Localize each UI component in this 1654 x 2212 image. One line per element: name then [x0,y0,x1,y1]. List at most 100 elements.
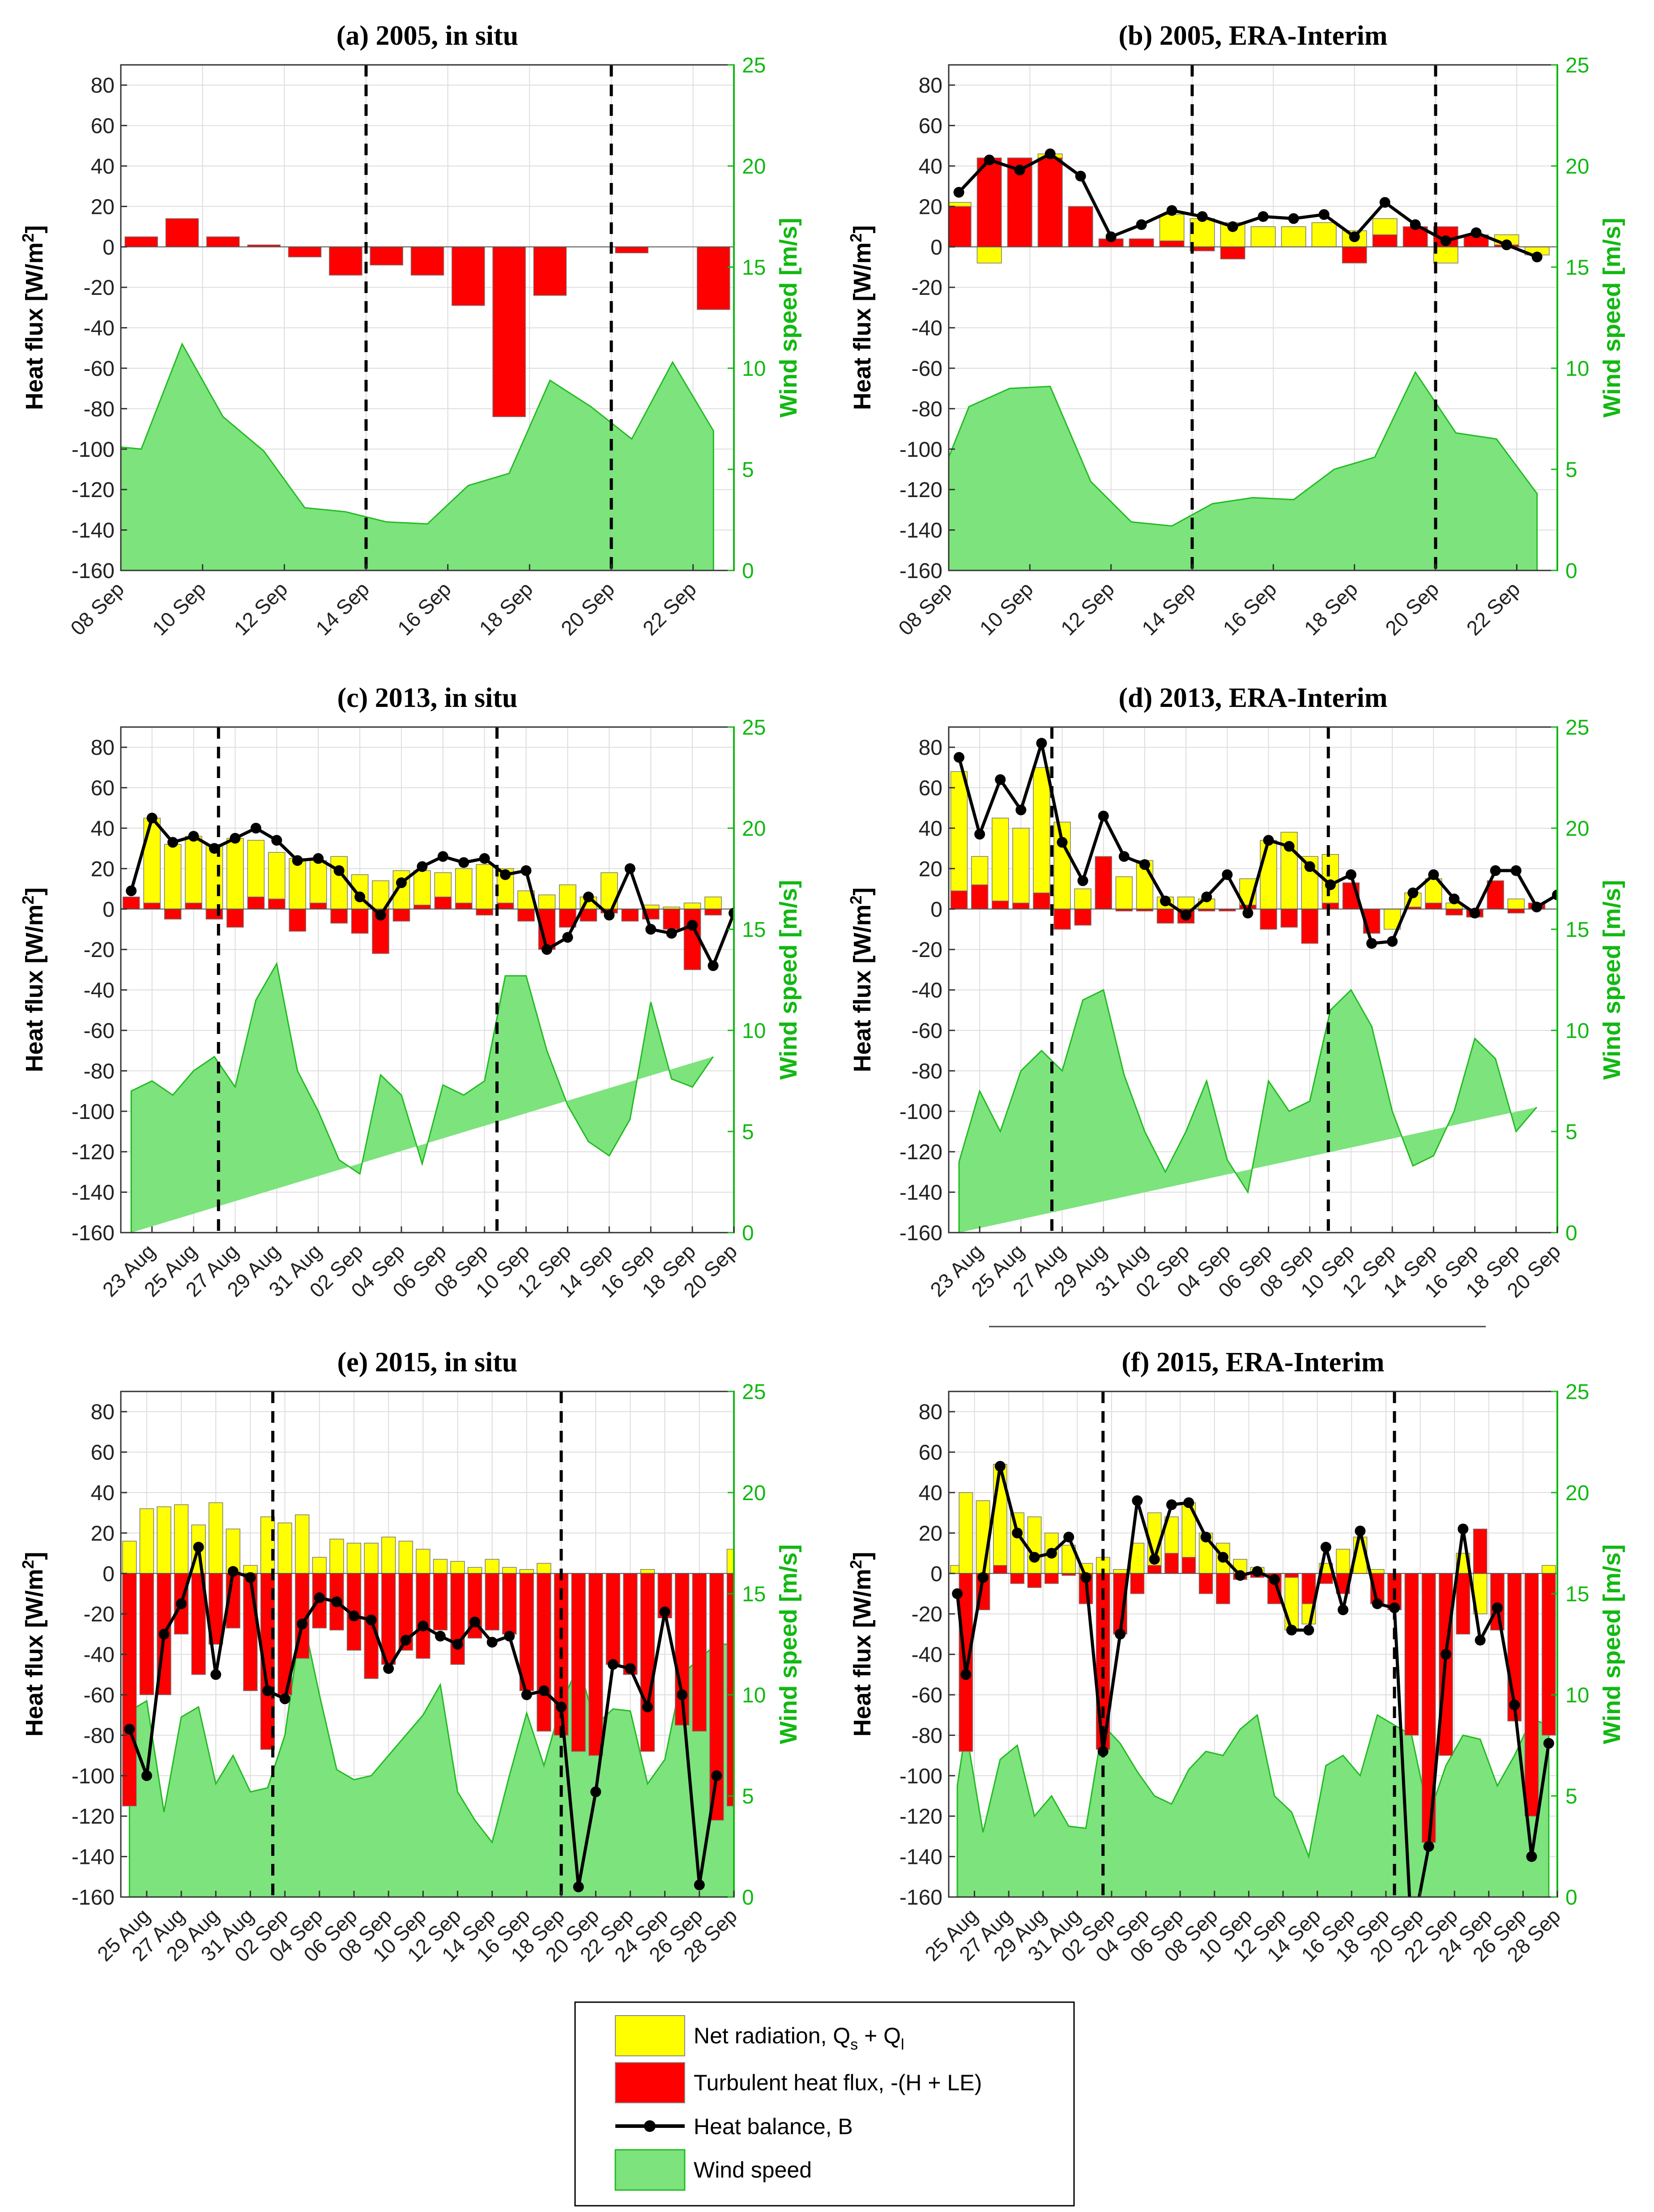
turbulent-flux-bar [640,1573,655,1752]
heat-balance-point [711,1770,722,1781]
heat-balance-point [1304,861,1315,872]
heat-balance-point [297,1618,308,1629]
y-tick-label: 40 [91,1481,115,1505]
heat-balance-point [279,1693,290,1705]
y-tick-label: 60 [919,115,942,138]
net-radiation-bar [538,894,556,910]
heat-balance-point [590,1786,601,1797]
heat-balance-point [188,831,199,842]
y2-axis-label: Wind speed [m/s] [1599,880,1625,1080]
turbulent-flux-bar [492,247,526,417]
net-radiation-bar [1010,1512,1025,1574]
heat-balance-point [1063,1531,1074,1543]
y2-tick-label: 0 [742,1221,754,1245]
y-tick-label: -140 [72,1846,115,1869]
panel-title: (e) 2015, in situ [337,1347,518,1378]
heat-balance-point [1132,1495,1143,1506]
turbulent-flux-bar [226,909,244,928]
y-tick-label: 80 [91,736,115,760]
panel-4: 806040200-20-40-60-80-100-120-140-160252… [847,683,1625,1302]
net-radiation-bar [1113,1569,1127,1574]
net-radiation-bar [329,1539,344,1574]
y2-axis-label: Wind speed [m/s] [1599,1544,1625,1744]
y2-tick-label: 0 [1565,559,1577,583]
turbulent-flux-bar [1164,1553,1179,1574]
turbulent-flux-bar [364,1573,379,1679]
y-tick-label: -20 [912,276,942,300]
heat-balance-point [1303,1625,1314,1636]
turbulent-flux-bar [1404,1573,1419,1736]
turbulent-flux-bar [143,902,161,910]
y-tick-label: -40 [912,979,942,1003]
y-tick-label: -160 [899,1221,942,1245]
y-tick-label: -80 [912,397,942,421]
turbulent-flux-bar [1321,902,1339,910]
y-axis-label-end: ] [21,1552,48,1560]
y-tick-label: -20 [84,276,115,300]
heat-balance-point [1338,1604,1349,1616]
net-radiation-bar [205,844,223,910]
heat-balance-point [1387,936,1398,947]
net-radiation-bar [174,1504,189,1574]
y-axis-label-main: Heat flux [W/m [21,1569,48,1736]
turbulent-flux-bar [434,896,452,910]
turbulent-flux-bar [139,1573,154,1695]
y-tick-label: 0 [102,236,115,259]
legend-label-wind: Wind speed [694,2157,812,2182]
heat-balance-point [314,1592,325,1604]
y2-tick-label: 10 [1565,1684,1589,1707]
heat-balance-point [348,1610,359,1621]
turbulent-flux-bar [205,909,223,920]
wind-speed-area [121,342,714,570]
heat-balance-point [1510,865,1522,876]
heat-balance-point [1012,1527,1023,1539]
y-axis-label: Heat flux [W/m2] [19,1552,48,1736]
y-tick-label: -40 [912,317,942,340]
y2-axis-label: Wind speed [m/s] [1599,218,1625,418]
turbulent-flux-bar [1189,247,1215,251]
y2-tick-label: 15 [1565,918,1589,942]
y-tick-label: -60 [84,357,115,381]
turbulent-flux-bar [615,247,648,254]
y-tick-label: 0 [930,898,942,922]
y-tick-label: 40 [919,155,942,179]
heat-balance-point [1318,209,1330,220]
y-axis-label-end: ] [21,887,48,895]
turbulent-flux-bar [1068,206,1093,247]
turbulent-flux-bar [1473,1528,1488,1574]
wind-speed-area [130,961,714,1233]
turbulent-flux-bar [1541,1573,1556,1736]
net-radiation-bar [450,1561,465,1574]
x-tick-label: 16 Sep [1219,577,1281,640]
heat-balance-point [146,812,158,824]
heat-balance-point [1552,889,1557,901]
heat-balance-point [1407,887,1419,898]
y-tick-label: -140 [899,1846,942,1869]
y-tick-label: -20 [84,938,115,962]
y-tick-label: 60 [919,777,942,800]
y2-tick-label: 25 [1565,54,1589,77]
y2-tick-label: 5 [1565,1785,1577,1808]
y-tick-label: -80 [912,1724,942,1748]
heat-balance-point [1258,211,1269,222]
heat-balance-point [1526,1851,1537,1862]
heat-balance-point [479,853,490,864]
heat-balance-point [1410,219,1421,230]
net-radiation-bar [559,884,576,910]
heat-balance-point [158,1629,170,1640]
heat-balance-point [994,1461,1006,1472]
turbulent-flux-bar [692,1573,707,1732]
wind-speed-area [958,989,1538,1233]
heat-balance-point [167,837,179,848]
heat-balance-point [1222,869,1233,880]
turbulent-flux-bar [476,909,494,916]
turbulent-flux-bar [1220,247,1245,259]
heat-balance-point [1181,910,1192,921]
plot-area [949,1461,1557,1897]
y-tick-label: -80 [912,1059,942,1083]
heat-balance-point [271,835,282,846]
heat-balance-point [1227,221,1238,232]
y2-tick-label: 10 [1565,357,1589,381]
heat-balance-point [1449,893,1460,905]
turbulent-flux-bar [1129,238,1154,247]
